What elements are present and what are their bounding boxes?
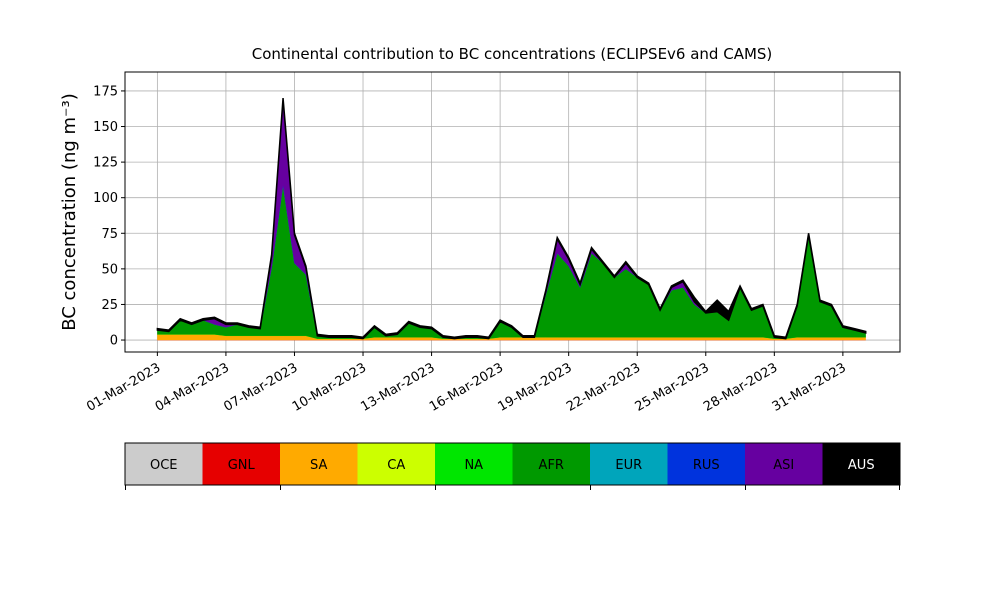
x-tick-label: 16-Mar-2023 [427, 360, 506, 414]
x-tick-label: 31-Mar-2023 [770, 360, 849, 414]
y-tick-label: 100 [93, 191, 118, 206]
plot-area: 0 25 50 75 100 125 150 175 01-Mar-202304-Mar-202… [84, 72, 900, 415]
y-tick-label: 25 [101, 298, 118, 313]
legend-label: ASI [773, 458, 794, 473]
legend-label: SA [310, 458, 327, 473]
legend-label: CA [387, 458, 405, 473]
legend-label: RUS [693, 458, 720, 473]
legend-swatch [745, 443, 823, 485]
y-tick-label: 175 [93, 84, 118, 99]
x-tick-label: 07-Mar-2023 [221, 360, 300, 414]
legend-ticks [125, 485, 900, 490]
legend-swatch [435, 443, 513, 485]
legend-swatch [822, 443, 900, 485]
axes-frame [124, 71, 901, 353]
legend-label: AUS [848, 458, 875, 473]
legend-label: OCE [150, 458, 178, 473]
y-axis-label: BC concentration (ng m⁻³) [59, 93, 80, 331]
legend-label: GNL [228, 458, 256, 473]
x-tick-label: 28-Mar-2023 [701, 360, 780, 414]
x-tick-label: 10-Mar-2023 [290, 360, 369, 414]
legend-frame [124, 442, 901, 486]
y-tick-label: 75 [101, 227, 118, 242]
x-tick-label: 25-Mar-2023 [633, 360, 712, 414]
y-tick-label: 0 [110, 334, 118, 349]
x-tick-label: 19-Mar-2023 [496, 360, 575, 414]
x-tick-label: 22-Mar-2023 [564, 360, 643, 414]
y-tick-label: 150 [93, 120, 118, 135]
area [157, 184, 866, 339]
legend: OCE GNL SA CA NA AFR EUR RUS ASI AUS [124, 442, 901, 486]
legend-label: NA [464, 458, 483, 473]
legend-label: AFR [539, 458, 564, 473]
x-tick-label: 04-Mar-2023 [153, 360, 232, 414]
legend-swatch [590, 443, 668, 485]
legend-label: EUR [615, 458, 642, 473]
legend-swatch [512, 443, 590, 485]
y-tick-label: 125 [93, 156, 118, 171]
legend-swatch [357, 443, 435, 485]
chart-title: Continental contribution to BC concentra… [252, 45, 773, 63]
legend-swatch [125, 443, 203, 485]
legend-swatch [667, 443, 745, 485]
x-tick-label: 01-Mar-2023 [84, 360, 163, 414]
x-tick-label: 13-Mar-2023 [358, 360, 437, 414]
y-tick-label: 50 [101, 262, 118, 277]
legend-swatch [280, 443, 358, 485]
legend-swatch [202, 443, 280, 485]
area [156, 97, 867, 340]
